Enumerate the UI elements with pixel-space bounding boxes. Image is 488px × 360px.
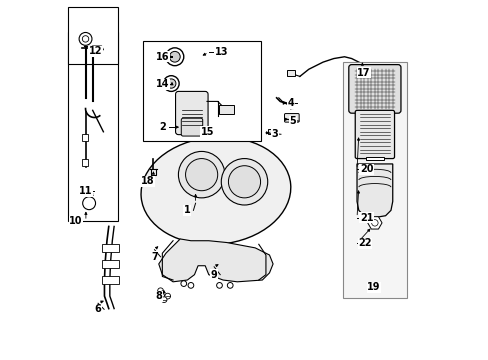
FancyBboxPatch shape: [67, 7, 118, 64]
Circle shape: [82, 197, 95, 210]
Circle shape: [161, 297, 166, 302]
Text: 19: 19: [366, 282, 380, 292]
Bar: [267, 129, 276, 134]
Circle shape: [178, 152, 224, 198]
Text: 1: 1: [183, 205, 190, 215]
Circle shape: [157, 288, 163, 294]
Text: 3: 3: [271, 129, 278, 139]
Text: 18: 18: [140, 176, 154, 186]
Circle shape: [216, 283, 222, 288]
Text: 9: 9: [210, 270, 217, 280]
Bar: [82, 134, 88, 141]
Text: 6: 6: [95, 304, 101, 314]
Circle shape: [185, 158, 217, 191]
Text: 15: 15: [201, 127, 214, 137]
Text: 12: 12: [89, 46, 102, 57]
Text: 13: 13: [214, 48, 227, 58]
Text: 10: 10: [69, 216, 82, 226]
Circle shape: [181, 281, 186, 287]
Polygon shape: [159, 239, 272, 282]
Circle shape: [169, 51, 180, 62]
FancyBboxPatch shape: [142, 41, 260, 141]
Text: 7: 7: [151, 252, 158, 262]
Text: 20: 20: [359, 164, 373, 174]
Text: 16: 16: [155, 52, 169, 62]
Circle shape: [163, 76, 179, 91]
Circle shape: [221, 158, 267, 205]
Circle shape: [228, 166, 260, 198]
Bar: [102, 244, 119, 252]
Circle shape: [188, 283, 193, 288]
Circle shape: [166, 79, 176, 88]
Text: 2: 2: [160, 122, 166, 132]
Bar: [219, 105, 233, 114]
Text: 5: 5: [289, 116, 296, 126]
Text: 8: 8: [155, 291, 162, 301]
Text: 4: 4: [287, 98, 294, 108]
Circle shape: [227, 283, 233, 288]
FancyBboxPatch shape: [342, 62, 406, 298]
Polygon shape: [356, 164, 392, 217]
FancyBboxPatch shape: [67, 32, 118, 221]
Bar: [365, 157, 383, 160]
Text: 17: 17: [357, 68, 370, 78]
Circle shape: [371, 220, 377, 226]
FancyBboxPatch shape: [181, 118, 203, 136]
FancyBboxPatch shape: [175, 91, 207, 135]
Bar: [286, 70, 295, 76]
FancyBboxPatch shape: [284, 113, 299, 122]
FancyBboxPatch shape: [348, 64, 400, 113]
Circle shape: [79, 32, 92, 45]
Bar: [102, 276, 119, 284]
Circle shape: [164, 293, 170, 299]
Bar: [381, 88, 389, 94]
Polygon shape: [367, 217, 381, 229]
Text: 14: 14: [155, 79, 169, 89]
Ellipse shape: [141, 137, 290, 244]
Text: 11: 11: [79, 186, 92, 197]
Circle shape: [82, 36, 88, 42]
Text: 22: 22: [358, 238, 371, 248]
Bar: [82, 159, 88, 166]
Bar: [102, 260, 119, 268]
Text: 21: 21: [359, 212, 373, 222]
FancyBboxPatch shape: [354, 111, 394, 158]
Circle shape: [165, 48, 183, 66]
